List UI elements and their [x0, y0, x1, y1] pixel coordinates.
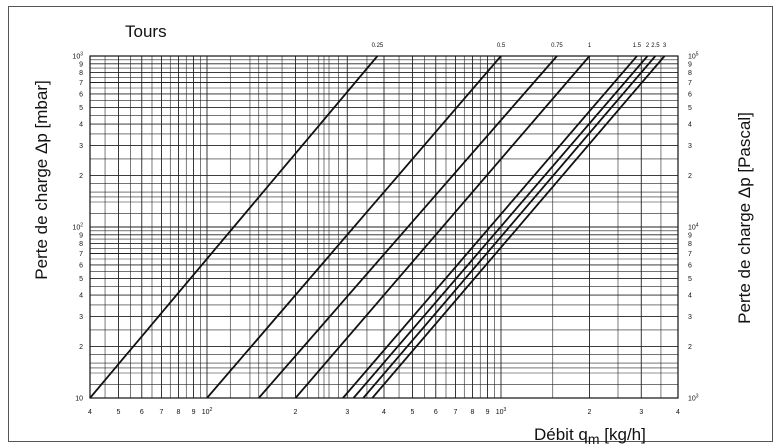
y-tick-label-right: 5 [688, 105, 692, 112]
x-tick-label: 4 [382, 409, 386, 416]
x-tick-label: 9 [486, 409, 490, 416]
x-axis-label-subscript: m [587, 431, 600, 447]
series-line [294, 55, 591, 399]
y-tick-label-right: 105 [688, 52, 699, 61]
y-tick-label-left: 2 [79, 173, 83, 180]
series-label: 0.25 [372, 43, 384, 49]
x-tick-label: 9 [192, 409, 196, 416]
y-tick-label-right: 6 [688, 262, 692, 269]
y-tick-label-left: 9 [79, 232, 83, 239]
y-tick-label-left: 9 [79, 61, 83, 68]
y-tick-label-right: 5 [688, 276, 692, 283]
y-tick-label-left: 103 [72, 52, 83, 61]
series-label: 1 [588, 43, 592, 49]
plot-area-border [89, 55, 679, 399]
series-label: 3 [663, 43, 667, 49]
x-axis-label-main: Débit q [534, 425, 588, 444]
y-tick-label-right: 7 [688, 251, 692, 258]
x-tick-label: 4 [88, 409, 92, 416]
y-tick-label-left: 3 [79, 314, 83, 321]
y-tick-label-left: 8 [79, 241, 83, 248]
y-tick-label-right: 103 [688, 394, 699, 403]
x-tick-label: 7 [159, 409, 163, 416]
y-tick-label-left: 5 [79, 105, 83, 112]
y-tick-label-right: 8 [688, 241, 692, 248]
y-tick-label-right: 8 [688, 70, 692, 77]
y-tick-label-left: 6 [79, 262, 83, 269]
y-tick-label-left: 6 [79, 91, 83, 98]
y-tick-label-left: 4 [79, 293, 83, 300]
series-line [362, 55, 657, 399]
x-tick-label: 2 [294, 409, 298, 416]
series-line [206, 55, 502, 399]
x-axis-label-unit: [kg/h] [599, 425, 646, 444]
y-tick-label-right: 2 [688, 344, 692, 351]
y-tick-label-left: 7 [79, 80, 83, 87]
y-tick-label-right: 9 [688, 61, 692, 68]
x-tick-label: 3 [345, 409, 349, 416]
x-tick-label: 8 [177, 409, 181, 416]
x-tick-label: 3 [639, 409, 643, 416]
x-tick-label: 6 [140, 409, 144, 416]
y-tick-label-left: 102 [72, 223, 83, 232]
x-tick-label: 102 [202, 407, 213, 416]
y-tick-label-left: 7 [79, 251, 83, 258]
series-line [89, 55, 379, 399]
y-tick-label-left: 2 [79, 344, 83, 351]
x-tick-label: 6 [434, 409, 438, 416]
y-tick-label-left: 3 [79, 143, 83, 150]
chart-frame [8, 6, 773, 442]
y-tick-label-right: 4 [688, 122, 692, 129]
y-tick-label-right: 7 [688, 80, 692, 87]
chart-title: Tours [125, 22, 167, 41]
y-tick-label-right: 104 [688, 223, 699, 232]
y-tick-label-right: 4 [688, 293, 692, 300]
series-label: 0.75 [551, 43, 563, 49]
y-axis-label-left: Perte de charge Δp [mbar] [32, 80, 51, 280]
x-axis-label: Débit qm [kg/h] [534, 425, 646, 447]
x-tick-label: 8 [471, 409, 475, 416]
y-tick-label-right: 3 [688, 143, 692, 150]
y-tick-label-left: 4 [79, 122, 83, 129]
series-label: 2.5 [651, 43, 660, 49]
series-label: 1.5 [633, 43, 642, 49]
y-tick-label-right: 6 [688, 91, 692, 98]
x-tick-label: 7 [453, 409, 457, 416]
x-tick-label: 2 [588, 409, 592, 416]
x-tick-label: 5 [411, 409, 415, 416]
x-tick-label: 4 [676, 409, 680, 416]
series-line [342, 55, 638, 399]
y-tick-label-right: 3 [688, 314, 692, 321]
y-tick-label-left: 5 [79, 276, 83, 283]
series-line [258, 55, 558, 399]
y-tick-label-right: 2 [688, 173, 692, 180]
y-tick-label-right: 9 [688, 232, 692, 239]
series-label: 0.5 [497, 43, 506, 49]
y-tick-label-left: 8 [79, 70, 83, 77]
series-label: 2 [646, 43, 650, 49]
y-axis-label-right: Perte de charge Δp [Pascal] [735, 112, 754, 324]
series-line [352, 55, 649, 399]
x-tick-label: 103 [496, 407, 507, 416]
x-tick-label: 5 [117, 409, 121, 416]
series-line [371, 55, 666, 399]
y-tick-label-left: 10 [75, 396, 83, 403]
